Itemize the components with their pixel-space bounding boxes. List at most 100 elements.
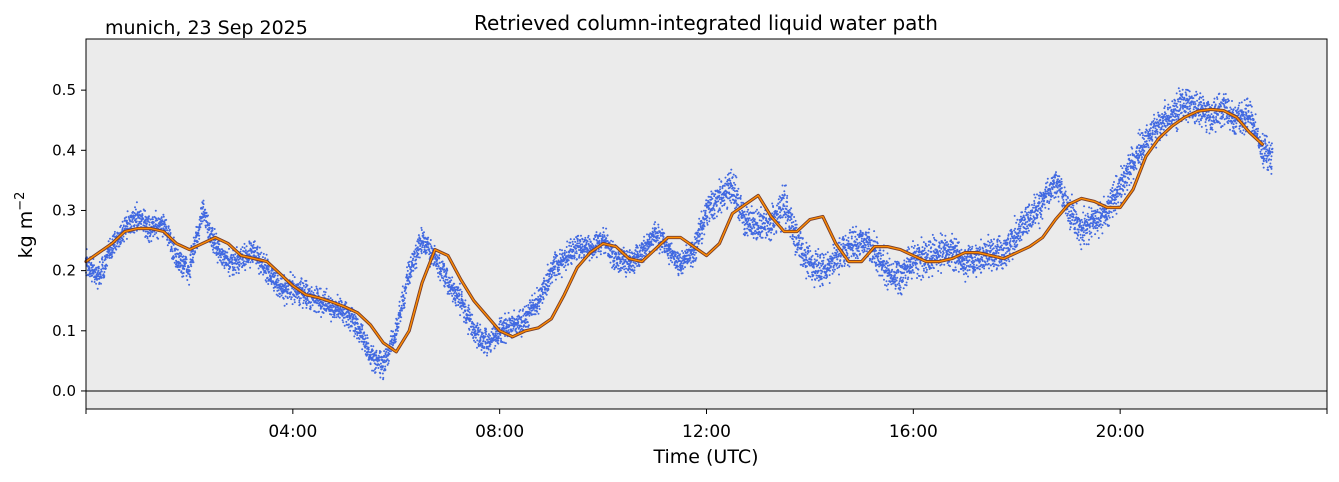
lwp-point <box>274 274 276 277</box>
lwp-point <box>425 249 428 252</box>
lwp-point <box>149 234 152 237</box>
lwp-point <box>511 319 514 322</box>
lwp-point <box>782 203 785 206</box>
lwp-point <box>752 225 755 228</box>
lwp-point <box>363 331 366 334</box>
lwp-point <box>354 315 357 318</box>
lwp-point <box>546 263 549 266</box>
lwp-point <box>703 221 706 224</box>
lwp-point <box>807 249 810 252</box>
lwp-point <box>316 292 319 295</box>
lwp-point <box>795 223 798 226</box>
lwp-point <box>822 254 825 256</box>
lwp-point <box>692 251 695 254</box>
lwp-point <box>364 346 367 349</box>
lwp-point <box>164 223 167 226</box>
lwp-point <box>765 219 768 222</box>
lwp-point <box>496 332 499 335</box>
lwp-point <box>578 242 580 245</box>
lwp-point <box>792 225 795 228</box>
lwp-point <box>806 270 809 273</box>
lwp-point <box>244 249 247 252</box>
lwp-point <box>280 294 283 297</box>
lwp-point <box>786 197 788 199</box>
lwp-point <box>788 226 791 229</box>
lwp-point <box>741 209 744 212</box>
lwp-point <box>366 351 369 354</box>
lwp-point <box>778 195 781 198</box>
lwp-point <box>757 211 760 214</box>
lwp-point <box>468 308 471 311</box>
lwp-point <box>172 236 175 239</box>
lwp-point <box>604 251 607 254</box>
lwp-point <box>781 194 784 196</box>
lwp-point <box>375 349 378 352</box>
lwp-point <box>375 351 378 354</box>
lwp-point <box>123 217 126 220</box>
lwp-point <box>696 231 699 234</box>
lwp-point <box>182 255 185 258</box>
lwp-point <box>489 350 492 353</box>
lwp-point <box>768 238 771 241</box>
lwp-point <box>428 250 431 253</box>
lwp-point <box>746 223 749 226</box>
lwp-point <box>595 231 598 234</box>
lwp-point <box>649 236 652 239</box>
lwp-point <box>764 236 767 239</box>
lwp-point <box>555 274 558 277</box>
lwp-point <box>481 342 484 345</box>
lwp-point <box>113 243 116 246</box>
lwp-point <box>297 295 300 298</box>
lwp-point <box>672 252 675 255</box>
lwp-point <box>405 292 408 295</box>
lwp-point <box>383 359 386 362</box>
lwp-point <box>679 256 682 259</box>
lwp-point <box>218 243 221 246</box>
lwp-point <box>594 251 597 254</box>
lwp-point <box>603 235 606 238</box>
lwp-point <box>216 261 219 264</box>
lwp-point <box>802 265 805 268</box>
lwp-point <box>805 241 808 244</box>
lwp-point <box>751 233 754 236</box>
lwp-point <box>779 214 782 217</box>
lwp-point <box>330 306 333 309</box>
lwp-point <box>358 338 361 340</box>
lwp-point <box>490 331 493 333</box>
lwp-point <box>788 208 791 211</box>
lwp-point <box>810 261 813 264</box>
lwp-point <box>788 228 791 231</box>
lwp-point <box>192 261 195 264</box>
lwp-point <box>346 316 349 319</box>
lwp-point <box>493 347 496 350</box>
lwp-point <box>795 237 798 240</box>
lwp-point <box>173 249 176 252</box>
lwp-point <box>639 255 642 258</box>
lwp-point <box>479 339 482 342</box>
lwp-point <box>635 262 638 265</box>
lwp-point <box>420 249 423 251</box>
lwp-point <box>804 261 807 264</box>
lwp-point <box>714 193 717 196</box>
lwp-point <box>824 264 827 267</box>
lwp-point <box>90 280 93 283</box>
lwp-point <box>630 260 633 263</box>
lwp-point <box>445 271 448 274</box>
lwp-point <box>455 286 458 288</box>
lwp-point <box>134 213 137 216</box>
lwp-point <box>699 233 702 236</box>
lwp-point <box>839 259 842 262</box>
lwp-point <box>202 203 205 206</box>
lwp-point <box>646 245 649 247</box>
lwp-point <box>511 329 514 332</box>
lwp-point <box>628 249 631 252</box>
lwp-point <box>628 271 631 274</box>
lwp-point <box>516 326 519 328</box>
lwp-point <box>832 270 835 273</box>
lwp-point <box>573 238 576 241</box>
lwp-point <box>193 242 196 245</box>
lwp-point <box>310 301 313 304</box>
lwp-point <box>569 241 572 244</box>
lwp-point <box>269 274 272 277</box>
lwp-point <box>516 319 519 322</box>
